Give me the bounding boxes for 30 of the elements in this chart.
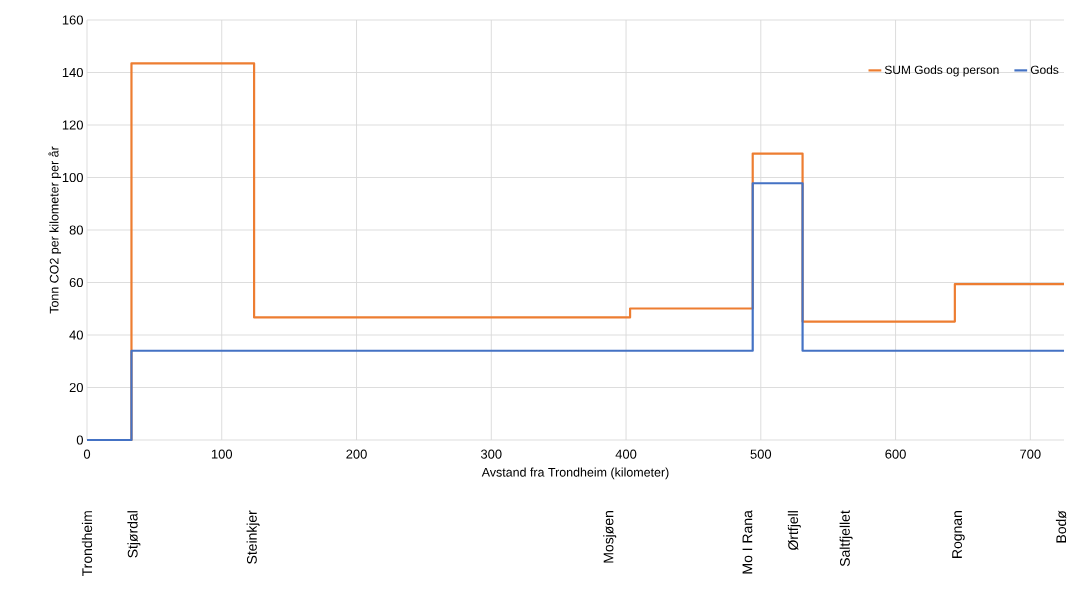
x-tick-label: 700 (1020, 449, 1041, 459)
y-tick-label: 80 (69, 225, 83, 235)
y-tick-label: 20 (69, 382, 83, 393)
text: Stjørdal (127, 511, 141, 558)
y-tick-label: 0 (76, 435, 83, 445)
y-tick-label: 140 (62, 67, 83, 78)
y-tick-label: 100 (62, 172, 83, 183)
text: Saltfjellet (839, 510, 853, 567)
x-tick-label: 100 (211, 449, 233, 459)
y-tick-label: 40 (69, 330, 83, 340)
x-tick-label: 400 (615, 449, 637, 459)
y-tick-label: 160 (62, 15, 83, 25)
text: Rognan (952, 511, 965, 558)
legend-label: SUM Gods og person (884, 65, 999, 77)
x-tick-label: 300 (480, 449, 502, 459)
y-axis-title: Tonn CO2 per kilometer per år (48, 146, 62, 314)
legend-label: Gods (1030, 65, 1059, 75)
x-axis-title: Avstand fra Trondheim (kilometer) (481, 467, 669, 480)
x-tick-label: 200 (346, 449, 367, 459)
text: Mo I Rana (742, 510, 753, 574)
text: Ørtfjell (787, 511, 801, 551)
text: Mosjøen (603, 511, 617, 563)
x-tick-label: 0 (83, 449, 91, 459)
y-tick-label: 120 (62, 120, 83, 130)
x-tick-label: 500 (750, 449, 772, 459)
y-tick-label: 60 (69, 277, 83, 288)
text: Bodø (1055, 510, 1067, 543)
text: Steinkjer (246, 510, 260, 564)
text: Trondheim (81, 511, 93, 577)
x-tick-label: 600 (885, 449, 906, 459)
